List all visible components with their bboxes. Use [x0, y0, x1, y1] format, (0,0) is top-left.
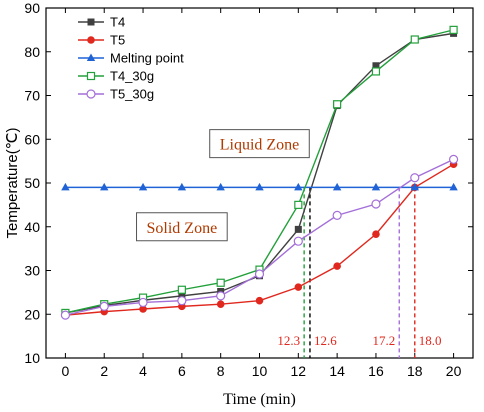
legend-label: T4	[110, 15, 125, 30]
data-point	[449, 25, 458, 34]
data-point	[87, 18, 95, 26]
data-point	[371, 182, 381, 191]
annotation-label: 18.0	[419, 333, 442, 348]
x-axis-title: Time (min)	[223, 391, 296, 408]
y-tick-label: 50	[24, 175, 40, 191]
zone-label: Solid Zone	[136, 212, 228, 242]
x-tick-label: 16	[368, 363, 384, 379]
data-point	[139, 305, 147, 313]
legend-item: T4_30g	[78, 69, 154, 84]
data-point	[332, 210, 342, 220]
y-tick-label: 70	[24, 88, 40, 104]
data-point	[177, 296, 187, 306]
data-point	[138, 182, 148, 191]
data-point	[61, 182, 70, 191]
data-point	[333, 100, 342, 109]
data-point	[86, 71, 96, 81]
legend-label: Melting point	[110, 51, 184, 66]
y-tick-label: 40	[24, 219, 40, 235]
data-point	[216, 300, 225, 308]
legend-item: T4	[78, 15, 125, 30]
data-point	[216, 291, 226, 301]
data-point	[449, 182, 458, 191]
legend-item: Melting point	[78, 51, 184, 66]
data-point	[216, 278, 225, 287]
legend-label: T4_30g	[110, 69, 154, 84]
data-point	[87, 36, 95, 44]
data-point	[332, 182, 342, 191]
data-point	[216, 182, 225, 191]
y-tick-label: 60	[24, 131, 40, 147]
y-tick-label: 90	[24, 0, 40, 16]
annotation-label: 12.6	[314, 333, 337, 348]
data-point	[138, 297, 148, 308]
data-point	[448, 154, 459, 164]
data-point	[293, 236, 303, 246]
data-point	[371, 67, 381, 76]
y-tick-label: 80	[24, 44, 40, 60]
x-tick-label: 6	[178, 363, 186, 379]
data-point	[410, 173, 420, 183]
legend-label: T5_30g	[110, 87, 154, 102]
zone-box	[209, 129, 310, 159]
data-point	[371, 199, 381, 209]
y-tick-label: 30	[24, 263, 40, 279]
data-point	[255, 296, 264, 305]
series-t5-30g	[60, 154, 459, 320]
data-point	[100, 182, 109, 191]
data-point	[177, 285, 186, 294]
x-tick-label: 14	[329, 363, 345, 379]
data-point	[294, 225, 302, 233]
data-point	[333, 262, 341, 270]
data-point	[294, 200, 303, 209]
data-point	[86, 53, 96, 61]
x-tick-label: 2	[100, 363, 108, 379]
series-layer	[60, 25, 459, 320]
series-melting-point	[61, 182, 458, 191]
y-tick-label: 20	[24, 306, 40, 322]
legend-label: T5	[110, 33, 125, 48]
y-tick-label: 10	[24, 350, 40, 366]
data-point	[410, 182, 419, 191]
x-tick-label: 4	[139, 363, 147, 379]
data-point	[99, 301, 109, 311]
x-tick-label: 20	[446, 363, 462, 379]
legend-item: T5_30g	[78, 87, 154, 102]
data-point	[177, 182, 187, 191]
data-point	[60, 310, 71, 320]
data-point	[255, 182, 264, 191]
zone-text: Solid Zone	[147, 220, 218, 237]
y-axis-title: Temperature(℃)	[4, 127, 21, 238]
zone-text: Liquid Zone	[220, 137, 300, 154]
zone-label: Liquid Zone	[209, 129, 310, 159]
data-point	[372, 62, 380, 70]
x-tick-label: 18	[407, 363, 423, 379]
data-point	[294, 182, 303, 191]
x-tick-label: 8	[217, 363, 225, 379]
annotations: 12.3 12.6 17.2 18.0	[277, 187, 442, 358]
annotation-label: 12.3	[277, 333, 300, 348]
zone-labels: Liquid Zone Solid Zone	[136, 129, 310, 242]
data-point	[372, 230, 380, 238]
data-point	[178, 292, 186, 300]
data-point	[294, 283, 303, 291]
zone-box	[136, 212, 228, 242]
x-tick-label: 12	[291, 363, 307, 379]
data-point	[86, 89, 96, 99]
x-tick-label: 10	[252, 363, 268, 379]
annotation-label: 17.2	[372, 333, 395, 348]
legend: T4 T5 Melting point T4_30g T5_30g	[78, 15, 184, 102]
legend-item: T5	[78, 33, 125, 48]
data-point	[254, 269, 265, 279]
x-tick-label: 0	[62, 363, 70, 379]
series-line	[65, 158, 454, 316]
axes: 0 2 4 6 8 10 12 14 16 18 20 10 20 30 40 50 60 70 80 90	[24, 0, 474, 379]
data-point	[410, 35, 419, 44]
